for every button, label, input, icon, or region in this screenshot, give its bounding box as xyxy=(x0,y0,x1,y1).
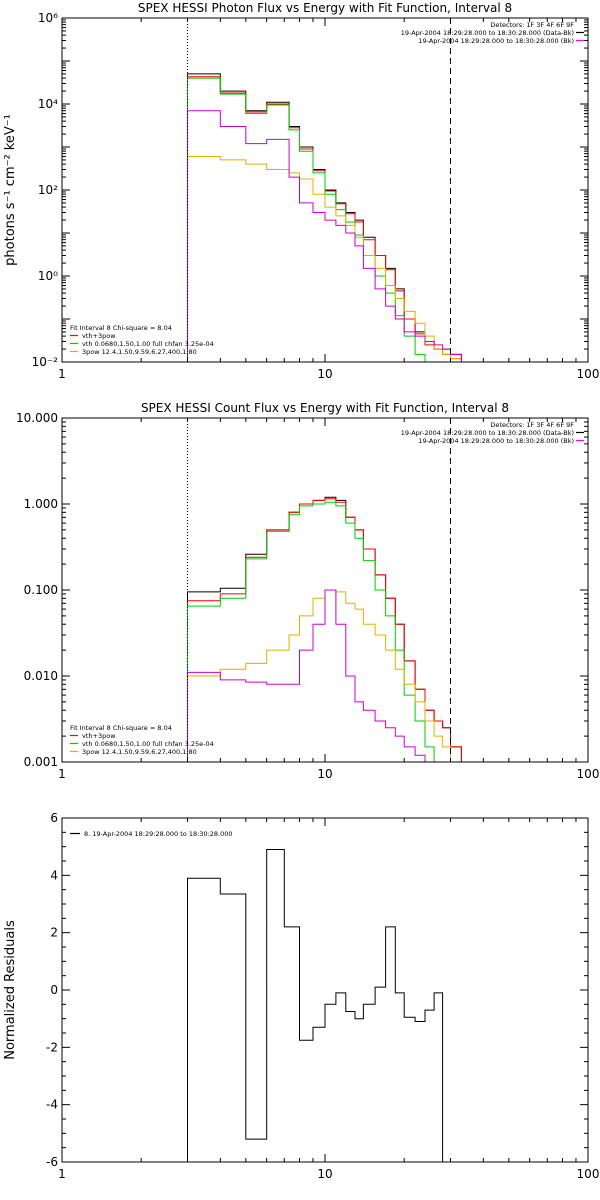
series-line-3 xyxy=(187,589,462,762)
x-tick-label: 1 xyxy=(58,1167,66,1181)
series-line-1 xyxy=(187,76,462,362)
y-axis-label: Normalized Residuals xyxy=(3,920,18,1060)
header-line: 19-Apr-2004 18:29:28.000 to 18:30:28.000… xyxy=(418,437,574,445)
series-line-4 xyxy=(187,589,462,762)
legend-entry: 8. 19-Apr-2004 18:29:28.000 to 18:30:28.… xyxy=(84,830,233,838)
x-tick-label: 1 xyxy=(58,767,66,781)
y-tick-label: 0.010 xyxy=(24,669,58,683)
x-tick-label: 10 xyxy=(317,767,332,781)
fit-info: Fit Interval 8 Chi-square = 8.04 xyxy=(70,724,172,732)
y-tick-label: 4 xyxy=(50,868,58,882)
header-line: 19-Apr-2004 18:29:28.000 to 18:30:28.000… xyxy=(418,37,574,45)
y-axis-label: photons s⁻¹ cm⁻² keV⁻¹ xyxy=(3,114,18,266)
y-tick-label: 10⁻² xyxy=(32,355,59,369)
y-tick-label: 10⁴ xyxy=(38,97,58,111)
series-line-2 xyxy=(187,77,462,362)
legend-entry: vth+3pow xyxy=(82,332,116,340)
fit-info: Fit Interval 8 Chi-square = 8.04 xyxy=(70,324,172,332)
x-tick-label: 100 xyxy=(577,367,600,381)
count-flux-panel: SPEX HESSI Count Flux vs Energy with Fit… xyxy=(16,401,599,781)
residuals-panel: 1 10 100 -6 -4 -2 0 2 4 6 Normalized Residuals 8. 1… xyxy=(3,811,599,1181)
y-tick-label: 10.000 xyxy=(16,411,58,425)
series-line-0 xyxy=(187,73,462,362)
series-line-4 xyxy=(187,110,462,362)
x-tick-label: 1 xyxy=(58,367,66,381)
y-tick-label: 0 xyxy=(50,983,58,997)
series-line-0 xyxy=(187,849,451,1162)
series-line-3 xyxy=(187,156,462,362)
y-tick-label: 0.100 xyxy=(24,583,58,597)
x-tick-label: 100 xyxy=(577,1167,600,1181)
plot-frame xyxy=(61,817,589,1163)
series-line-2 xyxy=(187,501,462,762)
y-tick-label: 2 xyxy=(50,926,58,940)
legend-entry: vth 0.0680,1.50,1.00 full chfan 3.25e-04 xyxy=(82,340,214,348)
header-line: 19-Apr-2004 18:29:28.000 to 18:30:28.000… xyxy=(401,29,574,37)
x-tick-label: 10 xyxy=(317,1167,332,1181)
y-tick-label: 0.001 xyxy=(24,755,58,769)
y-tick-label: -4 xyxy=(46,1098,58,1112)
y-tick-label: 10⁰ xyxy=(38,269,58,283)
photon-flux-panel: SPEX HESSI Photon Flux vs Energy with Fi… xyxy=(3,1,599,381)
y-tick-label: 1.000 xyxy=(24,497,58,511)
y-tick-label: 10⁶ xyxy=(38,11,58,25)
legend-entry: 3pow 12.4,1.50,9.59,6.27,400,1.80 xyxy=(82,748,197,756)
x-tick-label: 100 xyxy=(577,767,600,781)
series-line-0 xyxy=(187,496,462,762)
y-tick-label: 6 xyxy=(50,811,58,825)
y-tick-label: -6 xyxy=(46,1155,58,1169)
chart-title: SPEX HESSI Count Flux vs Energy with Fit… xyxy=(141,401,509,415)
legend-entry: vth+3pow xyxy=(82,732,116,740)
legend-entry: vth 0.0680,1.50,1.00 full chfan 3.25e-04 xyxy=(82,740,214,748)
header-line: Detectors: 1F 3F 4F 6F 9F xyxy=(490,21,574,29)
x-tick-label: 10 xyxy=(317,367,332,381)
header-line: 19-Apr-2004 18:29:28.000 to 18:30:28.000… xyxy=(401,429,574,437)
series-line-1 xyxy=(187,498,462,762)
header-line: Detectors: 1F 3F 4F 6F 9F xyxy=(490,421,574,429)
y-tick-label: -2 xyxy=(46,1040,58,1054)
chart-title: SPEX HESSI Photon Flux vs Energy with Fi… xyxy=(138,1,512,15)
y-tick-label: 10² xyxy=(38,183,58,197)
legend-entry: 3pow 12.4,1.50,9.59,6.27,400,1.80 xyxy=(82,348,197,356)
